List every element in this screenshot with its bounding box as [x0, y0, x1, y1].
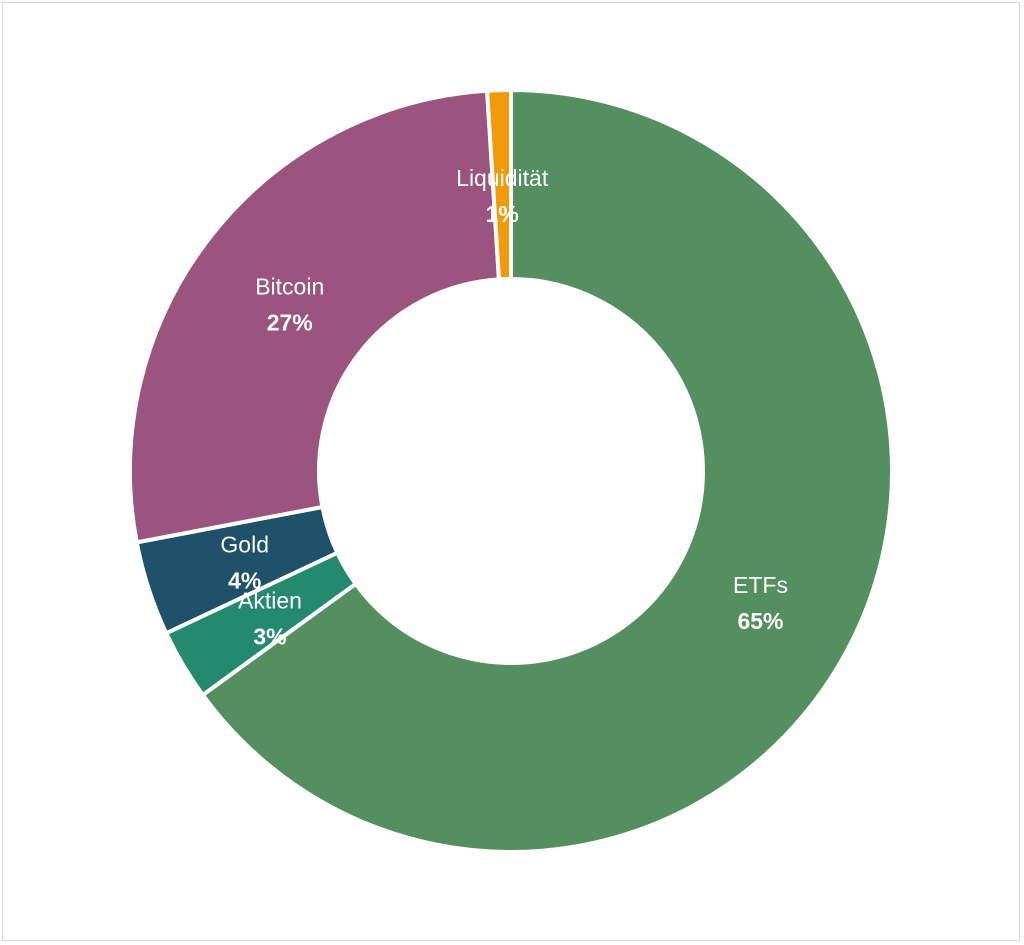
slice-label-aktien: Aktien [238, 588, 302, 614]
donut-labels: ETFs 65% Aktien 3% Gold 4% Bitcoin 27% Liquiditä… [220, 165, 788, 649]
slice-etfs [199, 87, 894, 854]
slice-value-aktien: 3% [253, 624, 286, 650]
slice-liquiditat [484, 87, 513, 282]
slice-label-etfs: ETFs [733, 572, 788, 598]
slice-bitcoin [128, 88, 502, 545]
slice-value-bitcoin: 27% [267, 309, 313, 335]
slice-label-gold: Gold [220, 532, 269, 558]
slice-value-etfs: 65% [737, 608, 783, 634]
slice-value-gold: 4% [228, 568, 261, 594]
slice-value-liquiditat: 1% [486, 201, 519, 227]
donut-slices [128, 87, 894, 854]
slice-label-bitcoin: Bitcoin [255, 273, 324, 299]
slice-label-liquiditat: Liquidität [456, 165, 549, 191]
